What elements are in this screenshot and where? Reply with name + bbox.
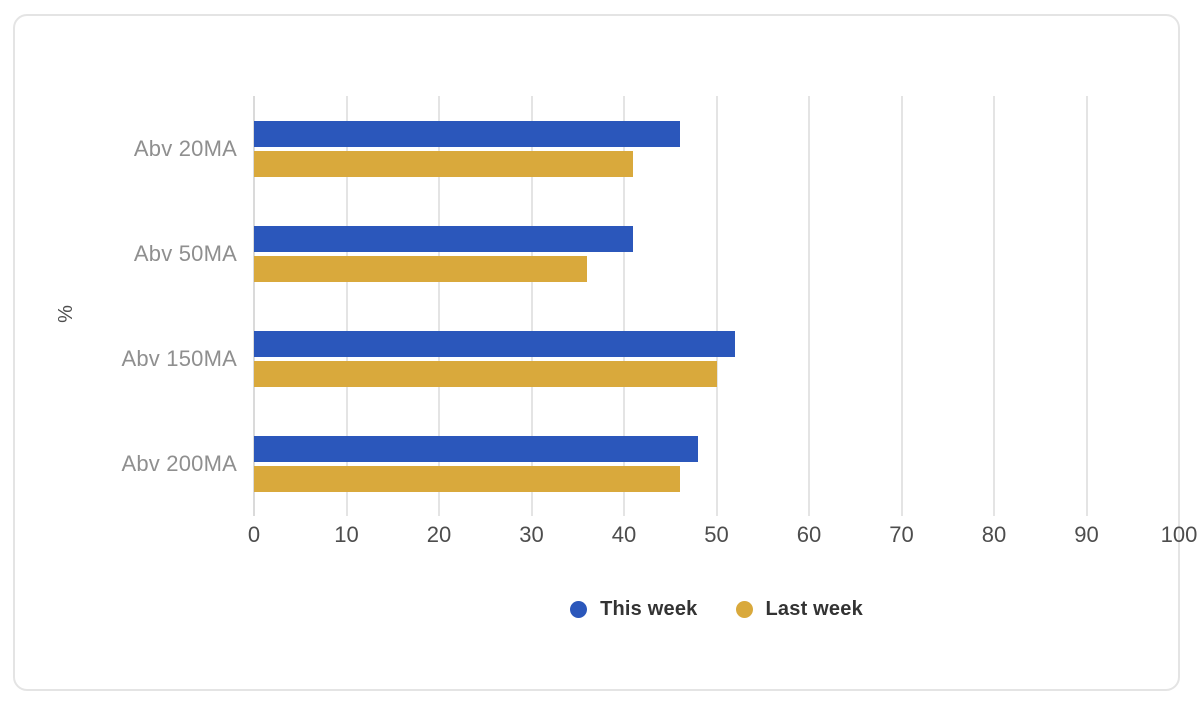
legend-item-last-week[interactable]: Last week [735,597,863,621]
bar-group-abv-200ma [254,411,1179,516]
bar-this-week-abv-50ma [254,225,634,252]
gridline-x-0 [253,96,255,516]
x-axis: 0 10 20 30 40 50 60 70 80 90 100 [248,522,1197,552]
bar-last-week-abv-20ma [254,150,634,177]
x-tick-label-70: 70 [889,522,914,547]
bar-group-abv-150ma [254,306,1179,411]
bar-this-week-abv-150ma [254,330,735,357]
category-label-abv-200ma: Abv 200MA [121,450,237,476]
bar-this-week-abv-20ma [254,120,680,147]
bar-group-abv-20ma [254,96,1179,201]
legend-label: Last week [765,597,863,620]
gridline-x-20 [438,96,440,516]
legend-swatch-icon [735,600,753,618]
chart-card: % Abv 20MA Abv 50MA Abv 150MA Abv 200MA 0 10… [13,14,1197,691]
bar-last-week-abv-50ma [254,255,587,282]
category-label-abv-50ma: Abv 50MA [133,240,237,266]
bar-last-week-abv-150ma [254,360,717,387]
legend-item-this-week[interactable]: This week [570,598,697,621]
x-tick-label-80: 80 [981,522,1007,547]
gridline-x-40 [623,96,625,516]
x-tick-label-30: 30 [519,522,544,547]
x-tick-label-10: 10 [334,522,359,547]
x-tick-label-60: 60 [796,522,822,547]
x-tick-label-50: 50 [704,522,729,547]
bar-last-week-abv-200ma [254,465,680,492]
gridline-x-90 [1085,96,1088,516]
gridline-x-80 [993,96,995,516]
x-tick-label-100: 100 [1160,522,1198,547]
category-label-abv-150ma: Abv 150MA [121,345,237,371]
category-axis: Abv 20MA Abv 50MA Abv 150MA Abv 200MA [15,96,237,516]
legend-swatch-icon [570,600,588,618]
gridline-x-50 [715,96,718,516]
gridline-x-60 [808,96,810,516]
legend: This week Last week [254,593,1179,625]
gridline-x-100 [1178,96,1180,516]
x-tick-label-40: 40 [611,522,637,547]
bar-group-abv-50ma [254,201,1179,306]
bar-this-week-abv-200ma [254,435,698,462]
legend-label: This week [600,597,698,620]
category-label-abv-20ma: Abv 20MA [133,135,237,161]
gridline-x-70 [900,96,903,516]
x-tick-label-90: 90 [1074,522,1099,547]
plot-area [253,96,1180,516]
x-tick-label-0: 0 [247,522,261,547]
gridline-x-10 [345,96,348,516]
gridline-x-30 [530,96,533,516]
x-tick-label-20: 20 [426,522,452,547]
